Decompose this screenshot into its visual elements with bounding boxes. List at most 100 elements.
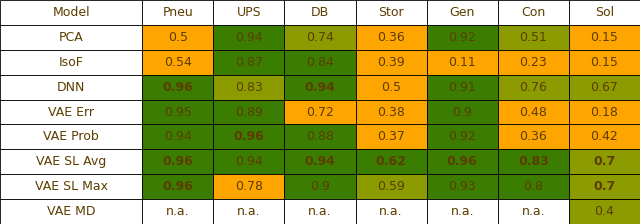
Text: VAE Err: VAE Err bbox=[48, 106, 94, 118]
Bar bbox=[356, 199, 427, 224]
Bar bbox=[427, 25, 498, 50]
Bar bbox=[284, 149, 356, 174]
Bar bbox=[356, 25, 427, 50]
Bar bbox=[356, 149, 427, 174]
Text: Model: Model bbox=[52, 6, 90, 19]
Bar bbox=[498, 50, 569, 75]
Text: 0.74: 0.74 bbox=[306, 31, 334, 44]
Text: n.a.: n.a. bbox=[522, 205, 545, 218]
Text: 0.83: 0.83 bbox=[518, 155, 548, 168]
Text: n.a.: n.a. bbox=[308, 205, 332, 218]
Bar bbox=[213, 25, 284, 50]
Text: 0.38: 0.38 bbox=[377, 106, 405, 118]
Text: 0.42: 0.42 bbox=[591, 130, 618, 143]
Text: 0.7: 0.7 bbox=[593, 180, 616, 193]
Text: 0.78: 0.78 bbox=[235, 180, 263, 193]
Text: Stor: Stor bbox=[378, 6, 404, 19]
Bar bbox=[0, 125, 142, 149]
Text: 0.39: 0.39 bbox=[377, 56, 405, 69]
Bar bbox=[284, 174, 356, 199]
Bar bbox=[498, 99, 569, 125]
Bar bbox=[0, 149, 142, 174]
Text: n.a.: n.a. bbox=[237, 205, 260, 218]
Bar bbox=[427, 125, 498, 149]
Bar bbox=[498, 0, 569, 25]
Text: 0.51: 0.51 bbox=[520, 31, 547, 44]
Text: 0.96: 0.96 bbox=[163, 81, 193, 94]
Text: 0.18: 0.18 bbox=[591, 106, 618, 118]
Text: 0.9: 0.9 bbox=[310, 180, 330, 193]
Bar bbox=[427, 99, 498, 125]
Bar bbox=[142, 174, 213, 199]
Bar bbox=[427, 174, 498, 199]
Text: 0.93: 0.93 bbox=[449, 180, 476, 193]
Text: DB: DB bbox=[311, 6, 329, 19]
Text: 0.94: 0.94 bbox=[235, 31, 263, 44]
Bar bbox=[0, 50, 142, 75]
Bar bbox=[142, 199, 213, 224]
Bar bbox=[0, 75, 142, 99]
Bar bbox=[569, 199, 640, 224]
Bar bbox=[0, 174, 142, 199]
Text: 0.96: 0.96 bbox=[234, 130, 264, 143]
Bar bbox=[0, 0, 142, 25]
Bar bbox=[356, 125, 427, 149]
Bar bbox=[569, 50, 640, 75]
Bar bbox=[569, 125, 640, 149]
Text: 0.94: 0.94 bbox=[235, 155, 263, 168]
Text: Sol: Sol bbox=[595, 6, 614, 19]
Text: 0.62: 0.62 bbox=[376, 155, 406, 168]
Bar bbox=[213, 174, 284, 199]
Text: 0.95: 0.95 bbox=[164, 106, 192, 118]
Text: 0.72: 0.72 bbox=[306, 106, 334, 118]
Text: 0.5: 0.5 bbox=[381, 81, 401, 94]
Bar bbox=[569, 99, 640, 125]
Bar bbox=[498, 125, 569, 149]
Text: 0.87: 0.87 bbox=[235, 56, 263, 69]
Text: 0.23: 0.23 bbox=[520, 56, 547, 69]
Text: 0.96: 0.96 bbox=[163, 180, 193, 193]
Bar bbox=[284, 99, 356, 125]
Text: 0.76: 0.76 bbox=[520, 81, 547, 94]
Text: 0.92: 0.92 bbox=[449, 31, 476, 44]
Text: 0.59: 0.59 bbox=[377, 180, 405, 193]
Bar bbox=[427, 75, 498, 99]
Text: Gen: Gen bbox=[449, 6, 475, 19]
Text: 0.94: 0.94 bbox=[305, 81, 335, 94]
Text: 0.84: 0.84 bbox=[306, 56, 334, 69]
Text: VAE Prob: VAE Prob bbox=[44, 130, 99, 143]
Bar bbox=[284, 50, 356, 75]
Bar bbox=[498, 25, 569, 50]
Text: 0.92: 0.92 bbox=[449, 130, 476, 143]
Text: 0.67: 0.67 bbox=[591, 81, 618, 94]
Text: 0.88: 0.88 bbox=[306, 130, 334, 143]
Text: n.a.: n.a. bbox=[380, 205, 403, 218]
Text: 0.91: 0.91 bbox=[449, 81, 476, 94]
Bar bbox=[427, 149, 498, 174]
Text: 0.7: 0.7 bbox=[593, 155, 616, 168]
Text: 0.5: 0.5 bbox=[168, 31, 188, 44]
Bar bbox=[284, 0, 356, 25]
Text: n.a.: n.a. bbox=[451, 205, 474, 218]
Text: PCA: PCA bbox=[59, 31, 83, 44]
Text: 0.48: 0.48 bbox=[520, 106, 547, 118]
Bar bbox=[569, 149, 640, 174]
Text: VAE MD: VAE MD bbox=[47, 205, 95, 218]
Text: DNN: DNN bbox=[57, 81, 85, 94]
Bar bbox=[213, 125, 284, 149]
Bar bbox=[356, 99, 427, 125]
Bar bbox=[284, 25, 356, 50]
Bar bbox=[213, 99, 284, 125]
Text: 0.36: 0.36 bbox=[520, 130, 547, 143]
Bar bbox=[427, 50, 498, 75]
Bar bbox=[569, 0, 640, 25]
Text: 0.36: 0.36 bbox=[377, 31, 405, 44]
Bar bbox=[284, 199, 356, 224]
Bar bbox=[427, 199, 498, 224]
Text: 0.15: 0.15 bbox=[591, 31, 618, 44]
Text: Con: Con bbox=[521, 6, 545, 19]
Bar bbox=[142, 125, 213, 149]
Bar bbox=[142, 50, 213, 75]
Bar bbox=[213, 75, 284, 99]
Text: 0.8: 0.8 bbox=[524, 180, 543, 193]
